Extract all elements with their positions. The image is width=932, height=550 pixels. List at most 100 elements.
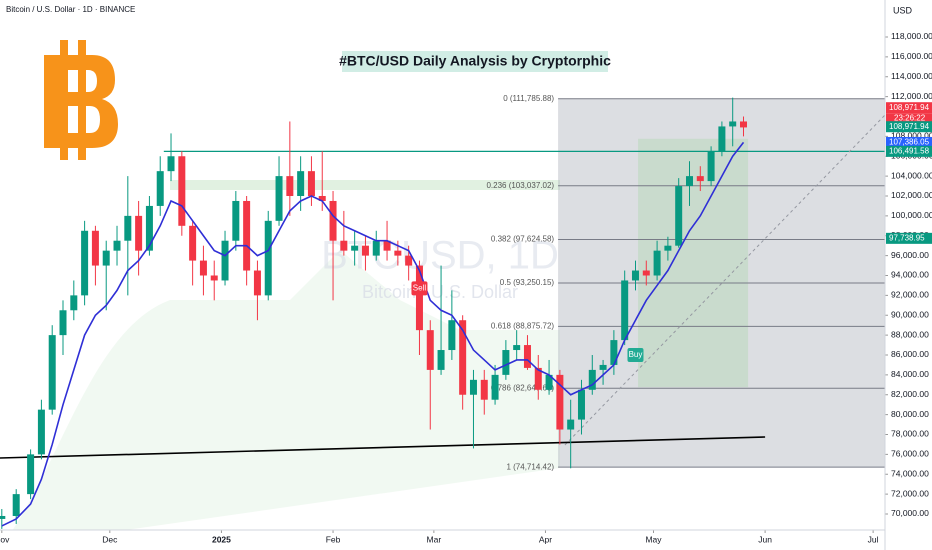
symbol-header: Bitcoin / U.S. Dollar · 1D · BINANCE — [6, 5, 135, 14]
candle-body — [556, 374, 564, 430]
candle-body — [189, 225, 197, 261]
candle-body — [383, 240, 391, 251]
y-tick-label: 102,000.00 — [891, 190, 932, 200]
candle-body — [329, 200, 337, 241]
candle-body — [523, 345, 531, 368]
candle-body — [372, 240, 380, 256]
watermark-sub: Bitcoin / U.S. Dollar — [362, 282, 518, 302]
y-tick-label: 100,000.00 — [891, 210, 932, 220]
countdown: 23:26:22 — [894, 113, 926, 122]
candle-body — [502, 350, 510, 375]
time-axis — [0, 530, 885, 550]
candle-body — [48, 335, 56, 410]
y-tick-label: 108,000.00 — [891, 131, 932, 141]
trend-line — [0, 436, 766, 459]
candle-body — [102, 250, 110, 266]
fib-label: 1 (74,714.42) — [506, 462, 554, 471]
y-tick-label: 88,000.00 — [891, 329, 929, 339]
y-tick-label: 114,000.00 — [891, 71, 932, 81]
candle-body — [351, 245, 359, 251]
candle-body — [675, 186, 683, 246]
x-tick-label: Apr — [539, 534, 552, 544]
title-box — [342, 51, 608, 72]
zone-band — [170, 180, 560, 190]
candle-body — [318, 195, 326, 201]
x-tick-label: Jul — [868, 534, 879, 544]
candle-body — [610, 340, 618, 365]
candle-body — [621, 280, 629, 341]
price-tag-label: 108,971.94 — [889, 122, 930, 131]
price-tag — [886, 136, 932, 148]
candle-body — [394, 250, 402, 256]
price-tag — [886, 102, 932, 114]
watermark: BTCUSD, 1D — [321, 234, 559, 278]
candle-body — [37, 409, 45, 455]
candle-body — [685, 176, 693, 187]
y-tick-label: 116,000.00 — [891, 51, 932, 61]
signal-label: Buy — [629, 350, 643, 359]
candle-body — [307, 171, 315, 196]
price-tag-label: 108,971.94 — [889, 103, 930, 112]
y-tick-label: 78,000.00 — [891, 429, 929, 439]
candle-body — [135, 215, 143, 251]
candle-body — [59, 310, 67, 336]
signal-tag — [627, 347, 644, 362]
candle-body — [588, 369, 596, 390]
fib-label: 0.786 (82,647.68) — [491, 383, 554, 392]
y-tick-label: 72,000.00 — [891, 488, 929, 498]
x-tick-label: Mar — [427, 534, 442, 544]
y-tick-label: 118,000.00 — [891, 31, 932, 41]
candle-body — [740, 121, 748, 128]
candle-body — [232, 200, 240, 241]
currency: USD — [893, 5, 913, 15]
candle-body — [210, 275, 218, 281]
y-tick-label: 104,000.00 — [891, 170, 932, 180]
candle-body — [253, 270, 261, 296]
candle-body — [577, 389, 585, 420]
candle-body — [480, 379, 488, 400]
candle-body — [264, 220, 272, 296]
x-tick-label: Feb — [326, 534, 341, 544]
x-tick-label: May — [645, 534, 662, 544]
candle-body — [469, 379, 477, 395]
candle-body — [696, 176, 704, 182]
y-tick-label: 90,000.00 — [891, 309, 929, 319]
candle-body — [415, 265, 423, 331]
candle-body — [12, 494, 20, 516]
candle-body — [426, 330, 434, 370]
moving-average — [1, 141, 745, 527]
candle-body — [275, 176, 283, 221]
candle-body — [664, 245, 672, 251]
price-tag-label: 107,386.05 — [889, 138, 930, 147]
candle-body — [707, 151, 715, 182]
y-tick-label: 96,000.00 — [891, 250, 929, 260]
price-tag-label: 106,491.58 — [889, 146, 930, 155]
y-tick-label: 74,000.00 — [891, 468, 929, 478]
y-tick-label: 94,000.00 — [891, 270, 929, 280]
candle-body — [491, 374, 499, 400]
price-tag — [886, 121, 932, 133]
candle-body — [145, 205, 153, 251]
candle-body — [599, 364, 607, 370]
fib-label: 0.382 (97,624.58) — [491, 235, 554, 244]
candle-body — [167, 156, 175, 172]
candle-body — [27, 454, 35, 495]
candle-body — [297, 171, 305, 196]
candle-body — [653, 250, 661, 276]
candle-body — [567, 419, 575, 430]
candle-body — [0, 515, 6, 519]
candle-body — [70, 295, 78, 311]
candle-body — [437, 350, 445, 370]
bitcoin-logo — [44, 40, 118, 160]
dashed-trend-line — [564, 114, 886, 446]
candle-body — [156, 171, 164, 206]
y-tick-label: 84,000.00 — [891, 369, 929, 379]
candle-body — [459, 320, 467, 395]
candle-body — [199, 260, 207, 276]
fib-label: 0 (111,785.88) — [503, 94, 554, 103]
candle-body — [448, 320, 456, 351]
price-tag-label: 97,738.95 — [889, 233, 925, 242]
candle-body — [340, 240, 348, 251]
candle-body — [534, 367, 542, 390]
